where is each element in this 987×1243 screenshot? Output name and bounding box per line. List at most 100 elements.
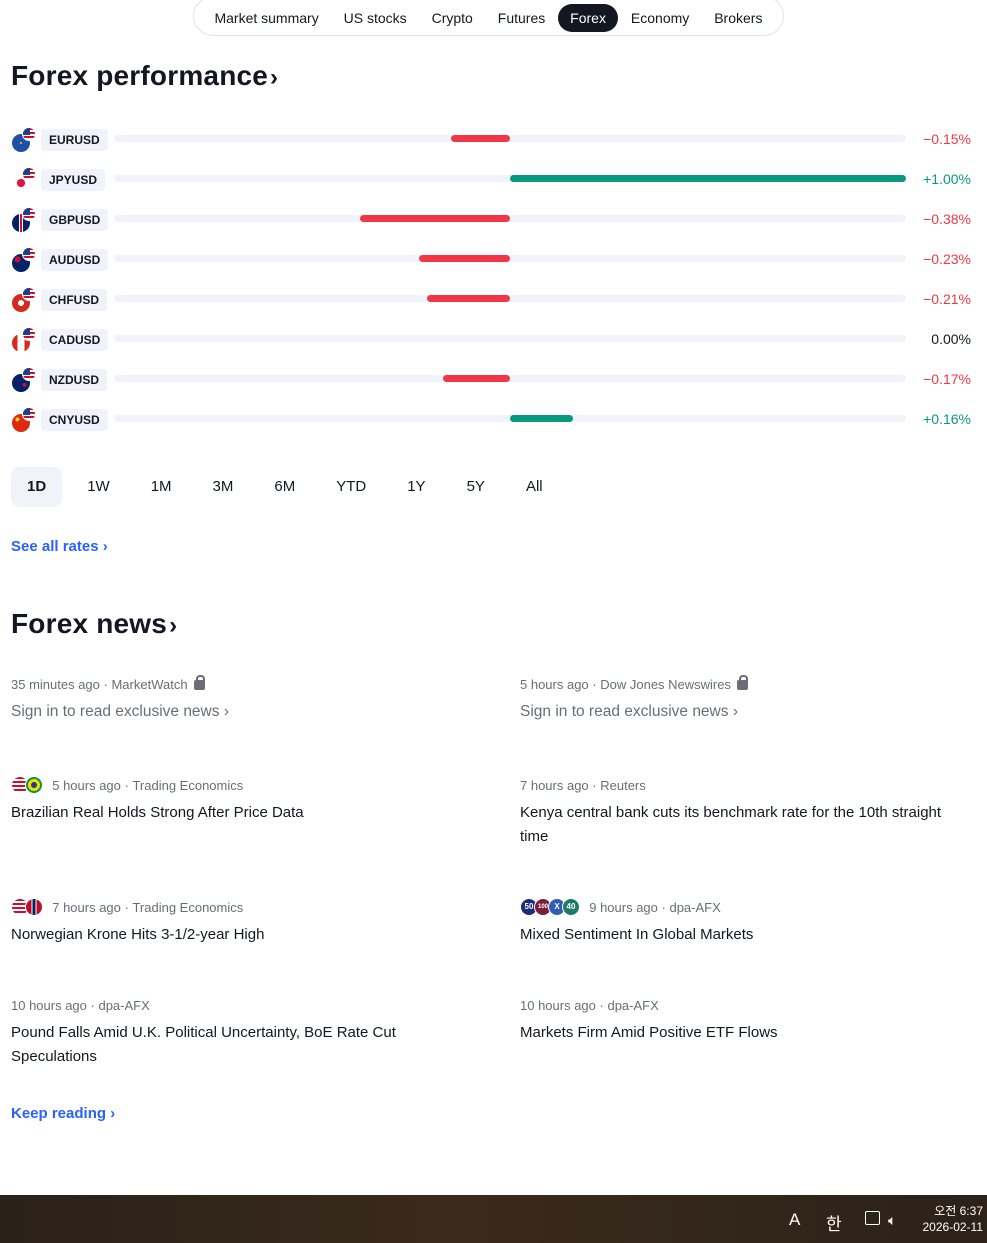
forex-news-heading[interactable]: Forex news› [11, 608, 177, 640]
currency-pair-flags [11, 327, 37, 353]
currency-symbol[interactable]: CNYUSD [41, 409, 108, 431]
currency-symbol[interactable]: AUDUSD [41, 249, 109, 271]
rate-row[interactable]: NZDUSD −0.17% [11, 360, 971, 400]
performance-bar-fill [442, 375, 510, 382]
tab-futures[interactable]: Futures [497, 10, 546, 26]
news-time: 10 hours ago [11, 997, 87, 1013]
period-ytd[interactable]: YTD [336, 478, 367, 495]
keep-reading-link[interactable]: Keep reading › [11, 1105, 115, 1122]
tab-us-stocks[interactable]: US stocks [343, 10, 407, 26]
news-time: 10 hours ago [520, 997, 596, 1013]
chevron-right-icon: › [110, 1105, 116, 1122]
news-item[interactable]: 7 hours ago · Reuters Kenya central bank… [520, 775, 960, 849]
period-all[interactable]: All [525, 478, 543, 495]
sign-in-link[interactable]: Sign in to read exclusive news › [520, 700, 960, 724]
news-meta: 10 hours ago · dpa-AFX [11, 997, 150, 1013]
currency-pair-flags [11, 127, 37, 153]
chevron-right-icon: › [169, 612, 178, 639]
performance-bar-fill [426, 295, 510, 302]
period-1w[interactable]: 1W [87, 478, 110, 495]
ime-korean-indicator[interactable]: 한 [826, 1215, 842, 1234]
news-item[interactable]: 35 minutes ago · MarketWatch Sign in to … [11, 674, 451, 724]
currency-symbol[interactable]: JPYUSD [41, 169, 106, 191]
news-source: Trading Economics [132, 899, 244, 915]
forex-performance-title: Forex performance [11, 60, 269, 91]
related-symbols [11, 898, 43, 916]
rates-list: EURUSD −0.15% JPYUSD +1.00% GBPUSD −0.38% AUDU… [11, 120, 971, 440]
rate-row[interactable]: EURUSD −0.15% [11, 120, 971, 160]
period-1y[interactable]: 1Y [407, 478, 426, 495]
change-percent: −0.21% [923, 291, 971, 307]
system-clock[interactable]: 오전 6:37 2026-02-11 [923, 1203, 984, 1235]
news-meta: 35 minutes ago · MarketWatch [11, 674, 451, 694]
tab-brokers[interactable]: Brokers [714, 10, 763, 26]
forex-performance-heading[interactable]: Forex performance› [11, 60, 278, 92]
rate-row[interactable]: CNYUSD +0.16% [11, 400, 971, 440]
news-headline: Brazilian Real Holds Strong After Price … [11, 804, 304, 821]
us-flag-icon [22, 207, 36, 221]
currency-symbol[interactable]: GBPUSD [41, 209, 109, 231]
news-time: 7 hours ago [520, 777, 589, 793]
currency-symbol[interactable]: NZDUSD [41, 369, 107, 391]
news-meta: 50 100 X 40 9 hours ago · dpa-AFX [520, 897, 960, 917]
news-time: 5 hours ago [520, 676, 589, 692]
period-selector: 1D 1W 1M 3M 6M YTD 1Y 5Y All [11, 467, 568, 507]
currency-symbol[interactable]: CHFUSD [41, 289, 107, 311]
period-1d[interactable]: 1D [11, 467, 63, 507]
us-flag-icon [22, 287, 36, 301]
rate-row[interactable]: AUDUSD −0.23% [11, 240, 971, 280]
news-item[interactable]: 5 hours ago · Trading Economics Brazilia… [11, 775, 451, 825]
see-all-rates-link[interactable]: See all rates › [11, 538, 108, 555]
performance-bar-track [114, 255, 906, 262]
period-1m[interactable]: 1M [150, 478, 172, 495]
change-percent: +1.00% [923, 171, 971, 187]
performance-bar-track [114, 295, 906, 302]
news-item[interactable]: 50 100 X 40 9 hours ago · dpa-AFX Mixed … [520, 897, 960, 947]
clock-time: 오전 6:37 [934, 1204, 983, 1218]
period-3m[interactable]: 3M [212, 478, 234, 495]
lock-icon [193, 675, 205, 690]
rate-row[interactable]: CHFUSD −0.21% [11, 280, 971, 320]
currency-symbol[interactable]: CADUSD [41, 329, 109, 351]
currency-pair-flags [11, 367, 37, 393]
related-symbols: 50 100 X 40 [520, 898, 580, 916]
sign-in-link[interactable]: Sign in to read exclusive news › [11, 700, 451, 724]
network-icon[interactable] [865, 1211, 880, 1225]
tab-crypto[interactable]: Crypto [431, 10, 473, 26]
currency-symbol[interactable]: EURUSD [41, 129, 108, 151]
tab-forex[interactable]: Forex [558, 4, 618, 32]
chevron-right-icon: › [223, 703, 229, 720]
rate-row[interactable]: GBPUSD −0.38% [11, 200, 971, 240]
performance-bar-fill [359, 215, 510, 222]
news-item[interactable]: 10 hours ago · dpa-AFX Markets Firm Amid… [520, 995, 960, 1045]
ime-latin-indicator[interactable]: A [789, 1210, 801, 1229]
rate-row[interactable]: CADUSD 0.00% [11, 320, 971, 360]
news-meta: 7 hours ago · Reuters [520, 777, 646, 793]
tab-economy[interactable]: Economy [630, 10, 690, 26]
news-headline: Mixed Sentiment In Global Markets [520, 926, 754, 943]
news-headline: Sign in to read exclusive news [520, 703, 729, 720]
news-item[interactable]: 5 hours ago · Dow Jones Newswires Sign i… [520, 674, 960, 724]
change-percent: −0.15% [923, 131, 971, 147]
news-item[interactable]: 10 hours ago · dpa-AFX Pound Falls Amid … [11, 995, 451, 1069]
us-flag-icon [22, 327, 36, 341]
related-symbols [11, 776, 43, 794]
news-time: 9 hours ago [589, 899, 658, 915]
rate-row[interactable]: JPYUSD +1.00% [11, 160, 971, 200]
news-time: 5 hours ago [52, 777, 121, 793]
period-5y[interactable]: 5Y [466, 478, 485, 495]
news-source: dpa-AFX [669, 899, 721, 915]
performance-bar-fill [510, 415, 574, 422]
news-source: Dow Jones Newswires [600, 676, 731, 692]
news-headline: Markets Firm Amid Positive ETF Flows [520, 1024, 778, 1041]
news-time: 7 hours ago [52, 899, 121, 915]
currency-pair-flags [11, 407, 37, 433]
volume-icon[interactable]: 🔈︎ [888, 1212, 897, 1228]
performance-bar-track [114, 135, 906, 142]
tab-market-summary[interactable]: Market summary [214, 10, 319, 26]
news-item[interactable]: 7 hours ago · Trading Economics Norwegia… [11, 897, 451, 947]
period-6m[interactable]: 6M [274, 478, 296, 495]
performance-bar-track [114, 415, 906, 422]
us-flag-icon [22, 167, 36, 181]
